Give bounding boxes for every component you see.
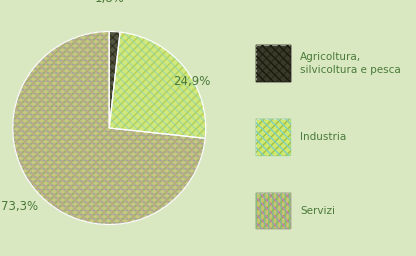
Wedge shape [13,31,205,225]
Bar [256,193,291,229]
Bar [256,45,291,82]
Text: 24,9%: 24,9% [173,76,210,88]
Bar [256,119,291,156]
Bar [256,119,291,156]
Bar [256,193,291,229]
Bar [256,193,291,229]
Bar [256,45,291,82]
Bar [256,193,291,229]
Text: Industria: Industria [300,132,347,142]
Wedge shape [109,32,206,138]
Text: 1,8%: 1,8% [94,0,124,5]
Text: 73,3%: 73,3% [1,200,38,214]
Text: Servizi: Servizi [300,206,335,216]
Wedge shape [109,31,120,128]
Bar [256,119,291,156]
Text: Agricoltura,
silvicoltura e pesca: Agricoltura, silvicoltura e pesca [300,52,401,75]
Bar [256,45,291,82]
